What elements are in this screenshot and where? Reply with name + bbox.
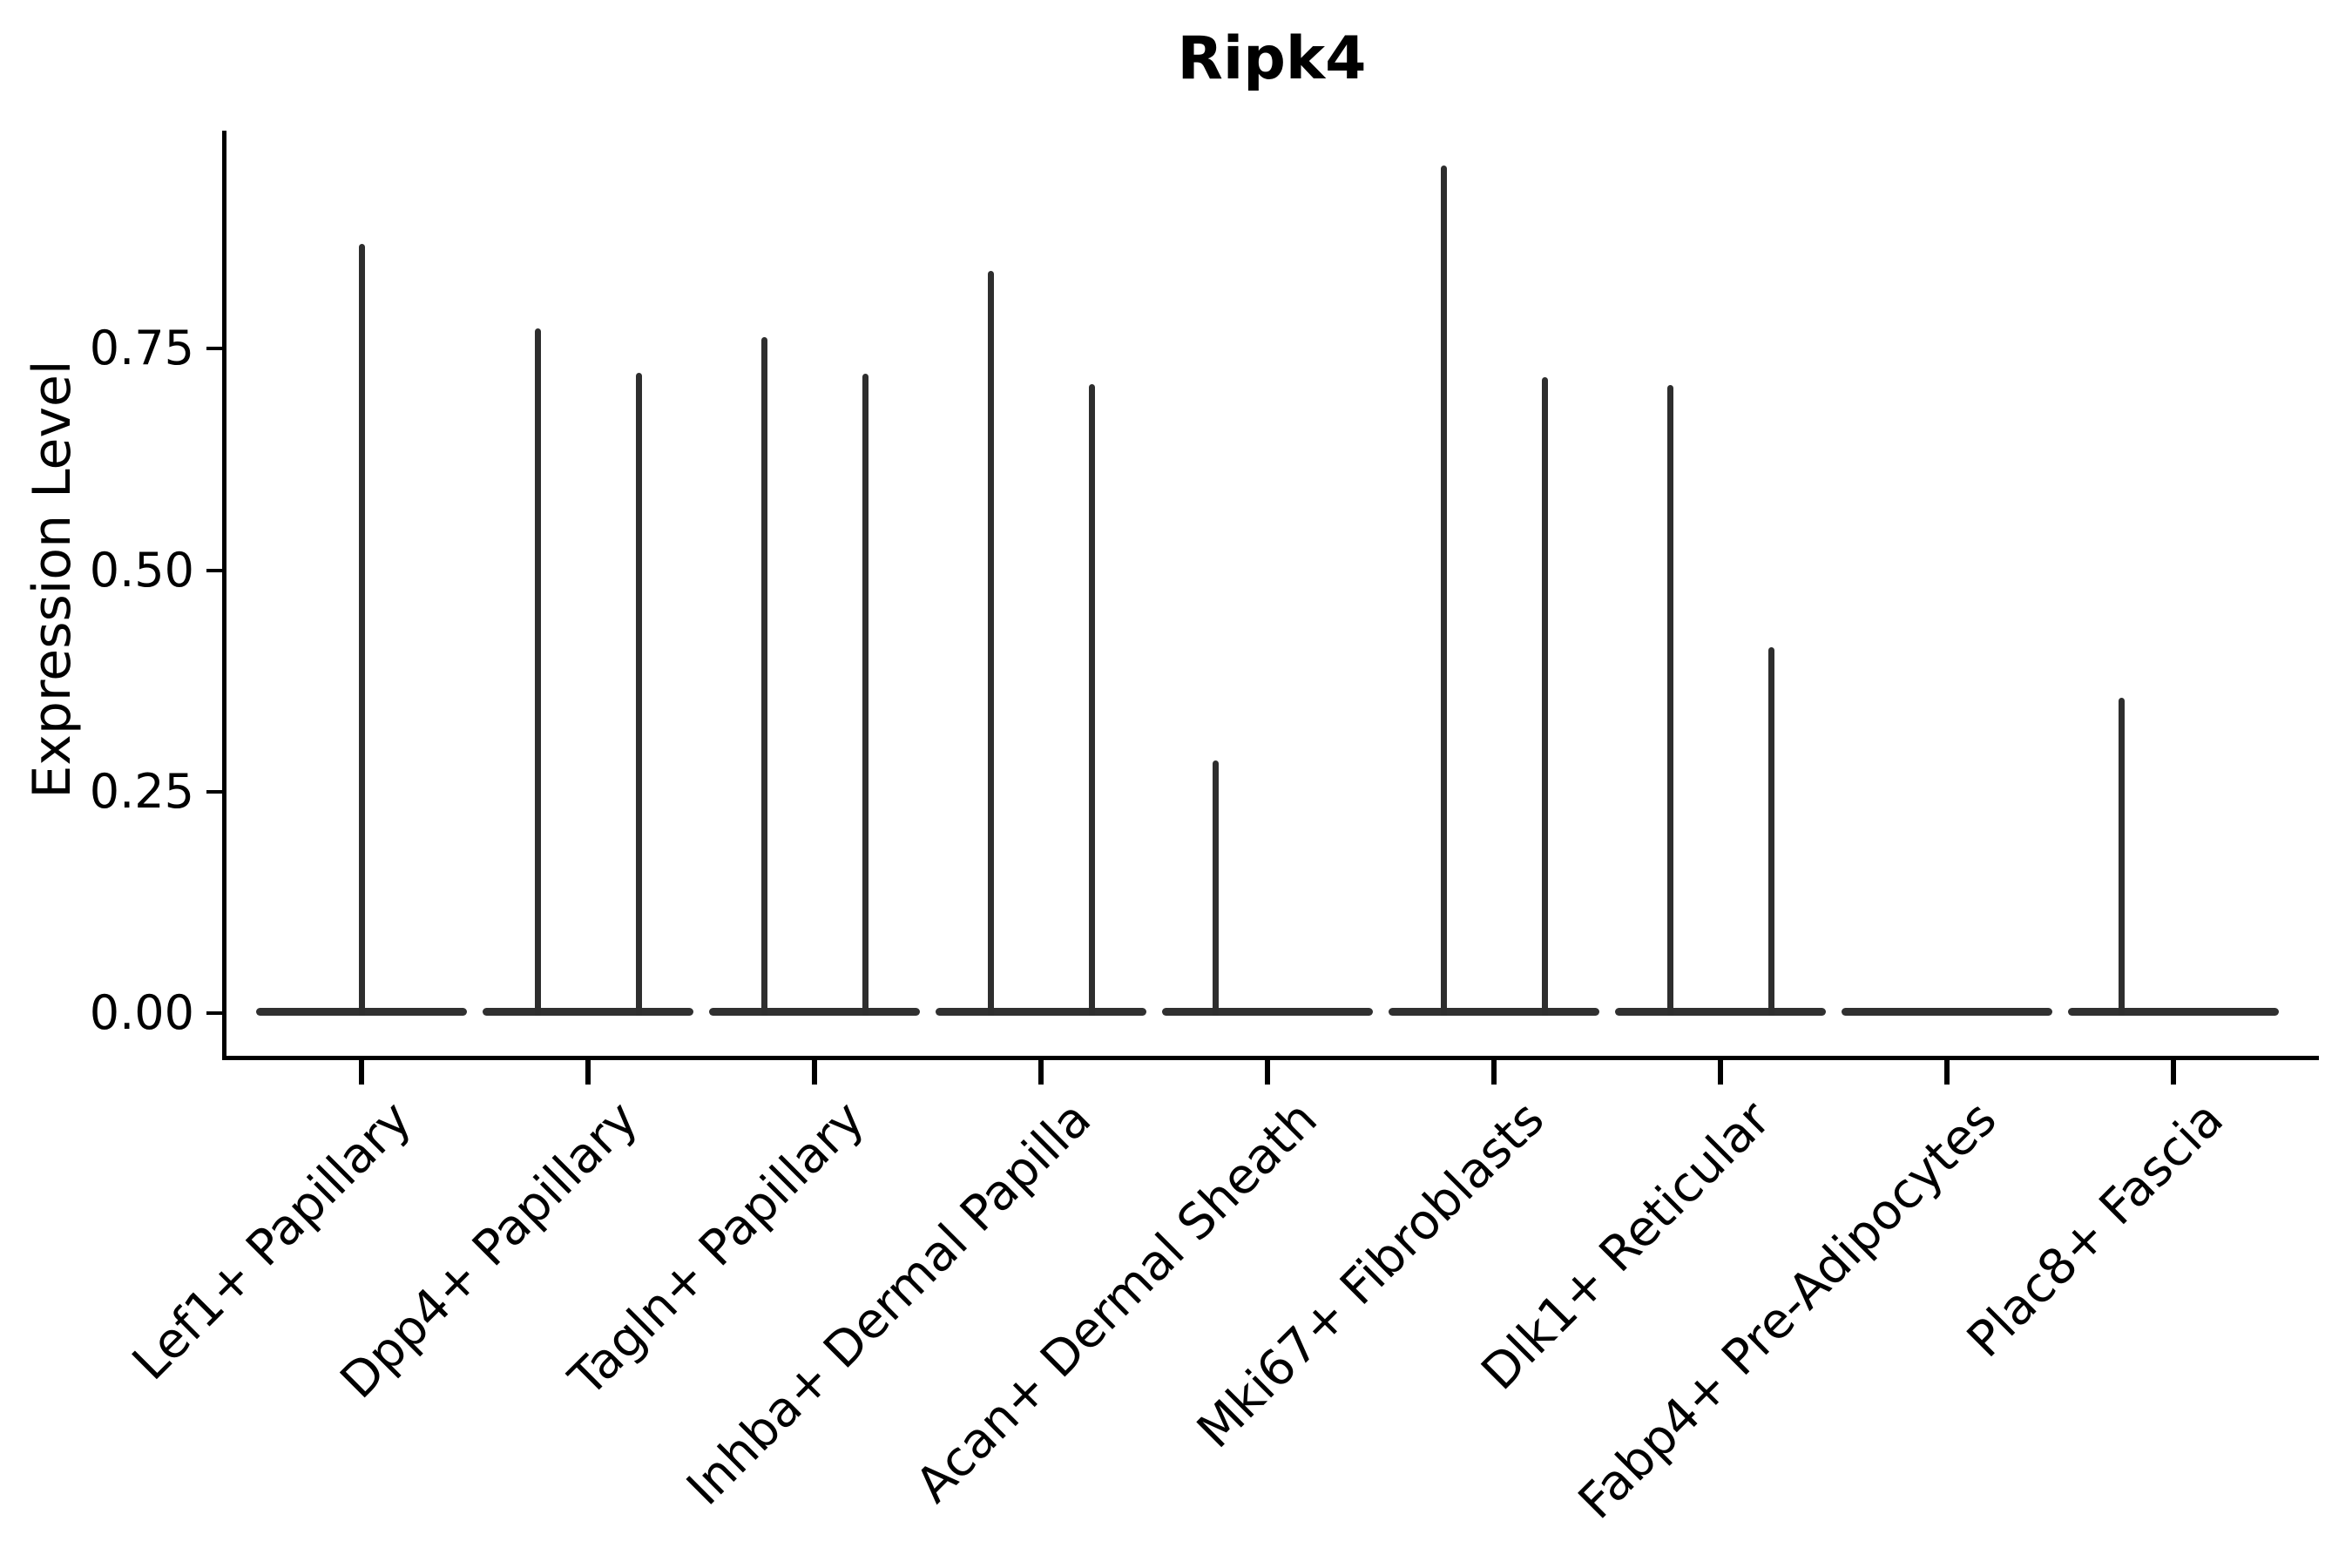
violin-base [1162, 1008, 1373, 1016]
violin-base [483, 1008, 693, 1016]
x-tick-mark [1265, 1060, 1270, 1085]
violin-base [1842, 1008, 2052, 1016]
violin-base [1389, 1008, 1599, 1016]
x-tick-mark [1718, 1060, 1723, 1085]
y-tick-label: 0.75 [89, 321, 194, 376]
violin-spike [358, 244, 365, 1016]
x-tick-mark [585, 1060, 591, 1085]
chart-title: Ripk4 [1177, 24, 1367, 93]
violin-spike [1212, 760, 1219, 1016]
violin-base [1615, 1008, 1826, 1016]
violin-spike [1541, 376, 1548, 1016]
y-tick-label: 0.00 [89, 985, 194, 1040]
violin-spike [862, 373, 868, 1016]
violin-spike [534, 328, 541, 1016]
violin-base [936, 1008, 1146, 1016]
x-tick-label: Fabp4+ Pre-Adipocytes [1568, 1091, 2008, 1531]
x-tick-mark [1038, 1060, 1044, 1085]
y-tick-mark [206, 568, 224, 572]
violin-spike [635, 372, 642, 1016]
y-tick-mark [206, 1011, 224, 1015]
violin-spike [1767, 646, 1774, 1016]
x-tick-label: Inhba+ Dermal Papilla [676, 1091, 1102, 1517]
violin-spike [1088, 383, 1095, 1016]
x-tick-mark [812, 1060, 817, 1085]
violin-spike [2118, 697, 2125, 1016]
x-tick-mark [1491, 1060, 1497, 1085]
x-tick-mark [2171, 1060, 2176, 1085]
violin-base [2068, 1008, 2279, 1016]
violin-spike [987, 270, 994, 1016]
x-tick-mark [359, 1060, 364, 1085]
violin-spike [1666, 384, 1673, 1016]
y-tick-label: 0.50 [89, 542, 194, 598]
x-tick-label: Acan+ Dermal Sheath [905, 1091, 1328, 1514]
y-tick-mark [206, 789, 224, 794]
violin-spike [760, 337, 767, 1016]
violin-base [709, 1008, 920, 1016]
violin-spike [1440, 165, 1447, 1016]
y-axis-spine [222, 131, 226, 1059]
x-axis-spine [222, 1056, 2319, 1060]
y-tick-mark [206, 347, 224, 351]
y-tick-label: 0.25 [89, 763, 194, 819]
x-tick-mark [1944, 1060, 1950, 1085]
